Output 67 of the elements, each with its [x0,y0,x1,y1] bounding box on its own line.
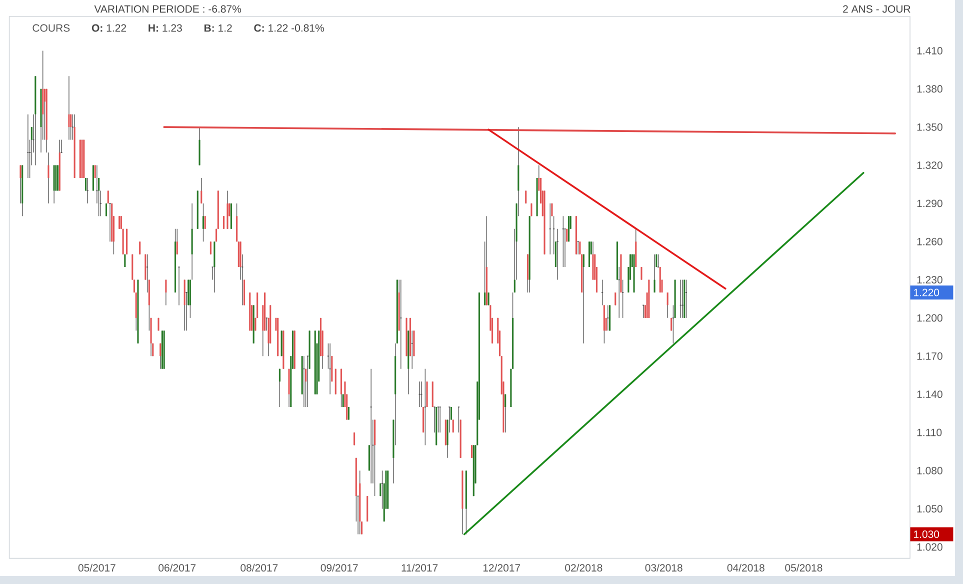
x-tick-label: 02/2018 [565,564,602,572]
candlestick [222,216,225,230]
candlestick [666,292,668,318]
candlestick [504,394,506,433]
candlestick [120,216,122,230]
y-tick-label: 1.200 [917,314,942,322]
candlestick [204,216,206,230]
candlestick [576,241,580,255]
x-tick-label: 12/2017 [483,564,520,572]
x-tick-label: 03/2018 [645,564,682,572]
candlestick [26,114,30,178]
text: 2 ANS - JOUR [843,5,910,13]
y-tick-label: 1.290 [917,200,942,208]
candlestick [185,292,188,332]
y-tick-label: 1.170 [917,352,942,360]
candlestick [202,203,204,242]
candlestick [20,164,22,204]
text: 1.220 [914,288,940,296]
candlestick [582,254,584,344]
y-tick-label: 1.350 [917,123,942,131]
candlestick [210,241,212,255]
y-tick-label: 1.230 [917,276,942,284]
x-tick-label: 11/2017 [402,564,438,572]
candlestick [438,406,442,433]
candlestick [452,419,454,433]
chart-title: VARIATION PERIODE : -6.87% [94,5,242,13]
candlestick [118,216,120,230]
candlestick [278,368,280,408]
candlestick [470,444,473,458]
candlestick [165,279,167,306]
x-tick-label: 09/2017 [320,564,358,572]
candlestick [525,190,527,204]
candlestick [348,406,350,420]
annotation: B: 1.2 [204,24,232,32]
y-tick-label: 1.110 [917,428,942,436]
candlestick [133,279,136,293]
y-tick-label: 1.140 [917,390,942,398]
candlestick [107,190,109,204]
annotation: O: 1.22 [92,24,126,32]
candlestick [60,139,63,153]
y-tick-label: 1.320 [917,162,942,169]
x-tick-label: 05/2018 [785,564,822,572]
y-tick-label: 1.410 [917,47,942,54]
y-tick-label: 1.050 [917,505,942,513]
candlestick [48,152,50,204]
candlestick [160,343,162,370]
y-tick-label: 1.020 [917,543,942,551]
text: 1.030 [914,530,940,538]
candlestick [139,241,141,255]
annotation: C: 1.22 -0.81% [254,24,324,32]
x-tick-label: 08/2017 [240,564,278,572]
x-tick-label: 06/2017 [158,564,196,572]
x-tick-label: 05/2017 [78,564,116,572]
candlestick [654,254,656,293]
candlestick [200,178,202,204]
x-tick-label: 04/2018 [727,564,764,572]
candlestick [640,266,642,280]
annotation: COURS [32,24,70,32]
candlestick [178,266,180,306]
candlestick [579,241,581,255]
candlestick [176,228,178,255]
y-tick-label: 1.260 [917,238,942,246]
candlestick [433,406,436,433]
y-tick-label: 1.080 [917,466,942,474]
annotation: H: 1.23 [148,24,182,32]
candlestick [68,76,70,140]
y-tick-label: 1.380 [917,85,942,93]
